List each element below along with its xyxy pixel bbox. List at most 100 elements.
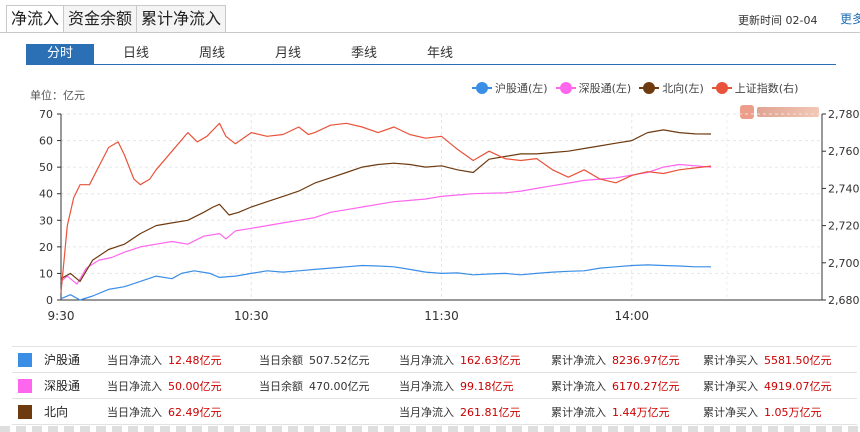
series-lines <box>60 122 712 301</box>
day-net-label: 当日净流入 <box>107 353 162 367</box>
y-right-tick: 2,740 <box>828 182 860 195</box>
tab-divider <box>0 32 860 33</box>
inflow-chart: 0 10 20 30 40 50 60 70 2,680 2,700 2,720 2,740 2,76… <box>39 108 860 323</box>
tab-cumulative-inflow[interactable]: 累计净流入 <box>137 5 227 33</box>
month-label: 当月净流入 <box>399 379 454 393</box>
month-value: 162.63亿元 <box>460 353 521 367</box>
sgt-swatch <box>18 378 32 393</box>
summary-row-north: 北向 当日净流入 62.49亿元 当月净流入 261.81亿元 累计净流入 1.44万… <box>12 399 857 425</box>
legend-sgt-symbol <box>555 82 576 94</box>
buy-value: 4919.07亿元 <box>764 379 832 393</box>
cum-value: 6170.27亿元 <box>612 379 680 393</box>
unit-label: 单位：亿元 <box>30 89 85 102</box>
legend-north-label: 北向(左) <box>662 82 704 95</box>
y-right-tick: 2,700 <box>828 257 860 270</box>
day-net-value: 50.00亿元 <box>168 379 222 393</box>
cum-value: 8236.97亿元 <box>612 353 680 367</box>
legend-hgt-symbol <box>472 82 492 94</box>
day-net-label: 当日净流入 <box>107 405 162 419</box>
y-left-tick: 10 <box>39 267 53 280</box>
cum-label: 累计净流入 <box>551 379 606 393</box>
x-tick: 11:30 <box>424 309 459 323</box>
day-net-label: 当日净流入 <box>107 379 162 393</box>
tab-fund-balance[interactable]: 资金余额 <box>64 5 138 33</box>
cum-label: 累计净流入 <box>551 353 606 367</box>
balance-label: 当日余额 <box>259 353 303 367</box>
buy-label: 累计净买入 <box>703 379 758 393</box>
legend-index[interactable]: 上证指数(右) <box>711 80 799 96</box>
y-left-tick: 20 <box>39 241 53 254</box>
tab-yearly[interactable]: 年线 <box>426 46 453 61</box>
y-right-tick: 2,720 <box>828 220 860 233</box>
more-link[interactable]: 更多 <box>840 12 860 26</box>
series-line-index <box>60 122 712 293</box>
summary-row-hgt: 沪股通 当日净流入 12.48亿元 当日余额 507.52亿元 当月净流入 162.6… <box>12 346 857 373</box>
y-right-tick: 2,680 <box>828 294 860 307</box>
y-left-tick: 60 <box>39 135 53 148</box>
chart-grid <box>61 113 822 300</box>
series-line-north <box>60 129 712 282</box>
row-name: 北向 <box>44 405 69 419</box>
y-right-tick: 2,780 <box>828 108 860 121</box>
update-time: 更新时间 02-04 <box>738 14 818 27</box>
y-left-tick: 30 <box>39 214 53 227</box>
footer-note-fade <box>0 426 860 432</box>
chart-legend: 沪股通(左) 深股通(左) 北向(左) 上证指数(右) <box>472 80 806 96</box>
summary-table: 沪股通 当日净流入 12.48亿元 当日余额 507.52亿元 当月净流入 162.6… <box>12 346 857 425</box>
y-left-tick: 50 <box>39 161 53 174</box>
tab-monthly[interactable]: 月线 <box>274 46 301 61</box>
legend-index-label: 上证指数(右) <box>734 82 799 95</box>
tab-daily[interactable]: 日线 <box>122 46 149 61</box>
watermark-logo <box>740 104 824 120</box>
x-tick: 9:30 <box>48 309 75 323</box>
legend-sgt[interactable]: 深股通(左) <box>555 80 632 96</box>
y-left-tick: 40 <box>39 188 53 201</box>
row-name: 沪股通 <box>44 353 81 367</box>
buy-value: 5581.50亿元 <box>764 353 832 367</box>
day-net-value: 62.49亿元 <box>168 405 222 419</box>
cum-value: 1.44万亿元 <box>612 405 670 419</box>
legend-index-symbol <box>711 82 732 94</box>
series-line-hgt <box>60 264 711 301</box>
legend-hgt[interactable]: 沪股通(左) <box>472 80 548 96</box>
buy-label: 累计净买入 <box>703 405 758 419</box>
logo-icon <box>740 105 754 119</box>
x-tick: 10:30 <box>234 309 269 323</box>
x-tick: 14:00 <box>614 309 649 323</box>
y-left-tick: 70 <box>39 108 53 121</box>
tab-net-inflow[interactable]: 净流入 <box>6 5 65 33</box>
legend-sgt-label: 深股通(左) <box>578 82 632 95</box>
row-name: 深股通 <box>44 379 81 393</box>
y-axis-left: 0 10 20 30 40 50 60 70 <box>39 108 53 307</box>
x-axis: 9:30 10:30 11:30 14:00 <box>48 309 650 323</box>
buy-label: 累计净买入 <box>703 353 758 367</box>
legend-hgt-label: 沪股通(左) <box>495 82 548 95</box>
month-label: 当月净流入 <box>399 353 454 367</box>
month-value: 99.18亿元 <box>460 379 514 393</box>
y-axis-right: 2,680 2,700 2,720 2,740 2,760 2,780 <box>828 108 860 307</box>
legend-north-symbol <box>639 82 660 94</box>
tab-quarterly[interactable]: 季线 <box>350 46 377 61</box>
buy-value: 1.05万亿元 <box>764 405 822 419</box>
period-tab-bar: 分时 日线 周线 月线 季线 年线 <box>26 44 836 64</box>
y-left-tick: 0 <box>46 294 53 307</box>
top-tab-bar: 净流入 资金余额 累计净流入 <box>6 5 227 33</box>
month-value: 261.81亿元 <box>460 405 521 419</box>
cum-label: 累计净流入 <box>551 405 606 419</box>
day-net-value: 12.48亿元 <box>168 353 222 367</box>
legend-north[interactable]: 北向(左) <box>639 80 704 96</box>
period-underline <box>26 64 836 65</box>
summary-row-sgt: 深股通 当日净流入 50.00亿元 当日余额 470.00亿元 当月净流入 99.18… <box>12 373 857 399</box>
y-right-tick: 2,760 <box>828 145 860 158</box>
balance-label: 当日余额 <box>259 379 303 393</box>
month-label: 当月净流入 <box>399 405 454 419</box>
logo-wordmark <box>757 107 819 117</box>
hgt-swatch <box>18 352 32 367</box>
tab-intraday[interactable]: 分时 <box>26 44 94 64</box>
balance-value: 507.52亿元 <box>309 353 370 367</box>
series-line-sgt <box>60 163 712 285</box>
balance-value: 470.00亿元 <box>309 379 370 393</box>
north-swatch <box>18 404 32 419</box>
chart-axes <box>57 113 826 301</box>
tab-weekly[interactable]: 周线 <box>198 46 225 61</box>
